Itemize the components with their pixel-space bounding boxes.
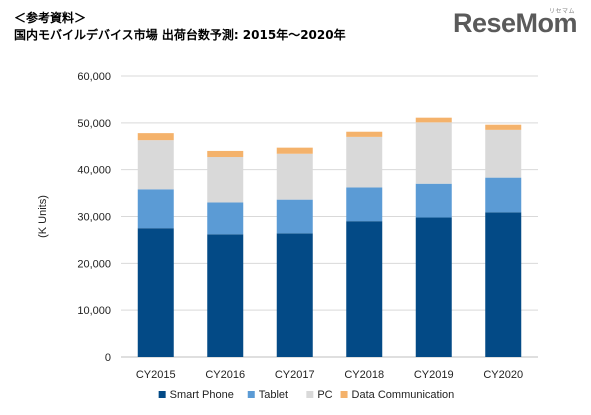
bar-segment-tablet <box>137 189 174 229</box>
y-axis-label: (K Units) <box>37 195 49 238</box>
bar-segment-smart-phone <box>207 234 244 357</box>
bar-segment-pc <box>207 157 244 203</box>
legend-label: Data Communication <box>352 389 455 401</box>
bar-segment-tablet <box>276 199 313 234</box>
y-tick-label: 50,000 <box>77 118 111 130</box>
bar-segment-smart-phone <box>346 221 383 357</box>
bar-segment-tablet <box>415 183 452 218</box>
legend-swatch <box>306 391 314 398</box>
bar-segment-pc <box>346 136 383 188</box>
bar-segment-tablet <box>207 202 244 235</box>
x-tick-label: CY2019 <box>414 369 454 381</box>
x-tick-label: CY2018 <box>344 369 384 381</box>
bar-segment-data-communication <box>207 150 244 158</box>
chart-title: 国内モバイルデバイス市場 出荷台数予測: 2015年～2020年 <box>14 28 346 42</box>
legend-swatch <box>340 391 348 398</box>
x-tick-label: CY2020 <box>483 369 523 381</box>
legend-swatch <box>158 391 166 398</box>
y-tick-label: 0 <box>105 352 111 364</box>
x-tick-label: CY2016 <box>205 369 245 381</box>
bar-segment-smart-phone <box>276 233 313 357</box>
y-tick-label: 30,000 <box>77 212 111 224</box>
bar-segment-tablet <box>346 187 383 222</box>
bar-segment-smart-phone <box>485 212 522 357</box>
reference-label: ＜参考資料＞ <box>14 11 87 25</box>
bar-segment-smart-phone <box>137 228 174 357</box>
header: ＜参考資料＞ 国内モバイルデバイス市場 出荷台数予測: 2015年～2020年 <box>14 10 346 43</box>
bar-segment-data-communication <box>346 131 383 137</box>
legend-swatch <box>247 391 255 398</box>
bar-segment-pc <box>276 153 313 200</box>
bar-segment-pc <box>485 129 522 178</box>
x-tick-label: CY2017 <box>275 369 315 381</box>
bar-segment-data-communication <box>137 133 174 141</box>
resemom-logo: ReseMom <box>452 8 578 38</box>
bar-segment-pc <box>137 140 174 190</box>
y-tick-label: 10,000 <box>77 305 111 317</box>
y-tick-label: 20,000 <box>77 258 111 270</box>
x-tick-label: CY2015 <box>136 369 176 381</box>
bar-segment-data-communication <box>485 124 522 130</box>
bar-segment-tablet <box>485 177 522 213</box>
y-tick-label: 60,000 <box>77 71 111 83</box>
logo-subtext: リセマム <box>548 8 575 15</box>
bar-segment-data-communication <box>276 147 313 154</box>
bar-segment-data-communication <box>415 117 452 123</box>
legend-label: Tablet <box>259 389 288 401</box>
legend-label: PC <box>317 389 332 401</box>
bar-segment-pc <box>415 122 452 184</box>
legend-label: Smart Phone <box>170 389 234 401</box>
y-tick-label: 40,000 <box>77 165 111 177</box>
bar-segment-smart-phone <box>415 217 452 357</box>
